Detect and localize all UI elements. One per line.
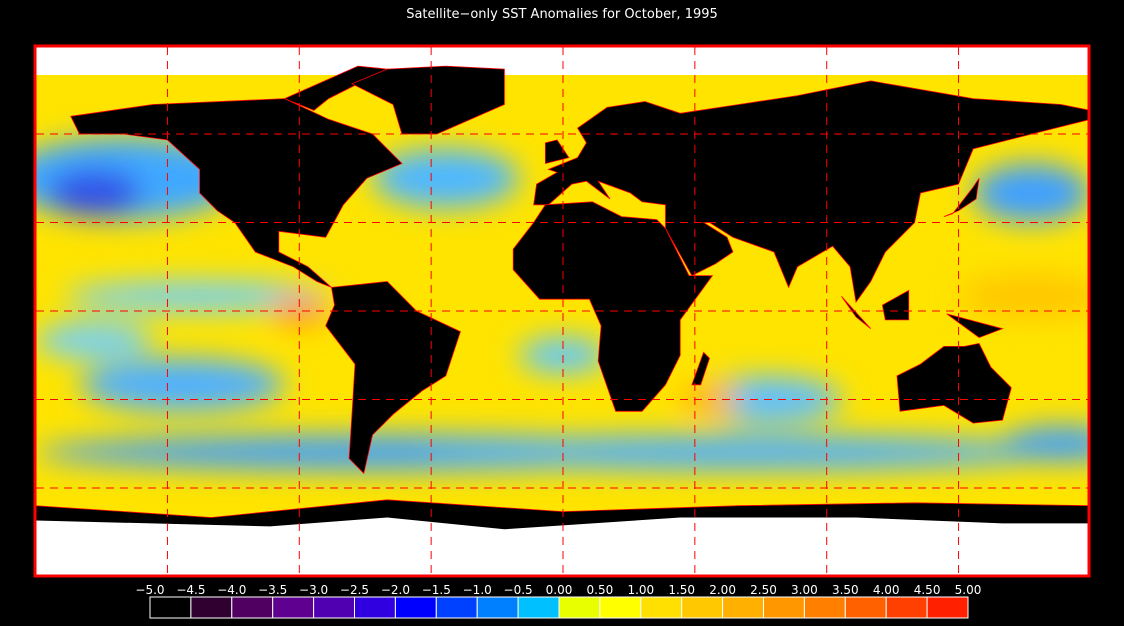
map-area xyxy=(36,47,1088,575)
land-mass xyxy=(351,65,505,135)
colorbar-label: −4.5 xyxy=(176,583,205,597)
colorbar-label: −2.0 xyxy=(381,583,410,597)
colorbar-swatch xyxy=(149,596,192,619)
colorbar-label: 4.50 xyxy=(914,583,941,597)
anomaly-patch xyxy=(958,272,1088,320)
colorbar-label: −5.0 xyxy=(135,583,164,597)
colorbar: −5.0 −4.5 −4.0 −3.5 −3.0 −2.5 −2.0 −1.5 −1.0 −0.5… xyxy=(135,583,982,619)
colorbar-label: 4.00 xyxy=(873,583,900,597)
colorbar-label: −1.0 xyxy=(463,583,492,597)
colorbar-swatch xyxy=(476,596,519,619)
colorbar-label: −3.0 xyxy=(299,583,328,597)
antarctic-ice xyxy=(36,517,1088,575)
land-mass xyxy=(841,296,871,330)
anomaly-field xyxy=(36,136,1088,471)
anomaly-patch xyxy=(973,163,1088,223)
colorbar-label: 1.00 xyxy=(627,583,654,597)
colorbar-swatch xyxy=(885,596,928,619)
colorbar-swatch xyxy=(313,596,356,619)
colorbar-swatch xyxy=(558,596,601,619)
land-mass xyxy=(896,342,1012,424)
map-frame xyxy=(33,44,1091,578)
colorbar-swatch xyxy=(640,596,683,619)
colorbar-swatch xyxy=(394,596,437,619)
anomaly-patch xyxy=(36,322,153,359)
land-mass xyxy=(691,351,710,386)
land-mass xyxy=(70,98,403,288)
arctic-ice xyxy=(36,47,1088,75)
anomaly-patch xyxy=(372,148,520,208)
colorbar-label: 0.50 xyxy=(587,583,614,597)
colorbar-swatch xyxy=(517,596,560,619)
colorbar-swatch xyxy=(722,596,764,619)
colorbar-swatch xyxy=(599,596,642,619)
colorbar-label: −0.5 xyxy=(504,583,533,597)
land-mass xyxy=(946,313,1004,339)
map-title: Satellite−only SST Anomalies for October… xyxy=(406,7,718,22)
colorbar-label: 1.50 xyxy=(668,583,695,597)
colorbar-label: 0.00 xyxy=(546,583,573,597)
colorbar-swatch xyxy=(803,596,846,619)
colorbar-swatch xyxy=(763,596,805,619)
colorbar-swatch xyxy=(844,596,887,619)
colorbar-label: −4.0 xyxy=(217,583,246,597)
colorbar-label: −3.5 xyxy=(258,583,287,597)
land-mass xyxy=(512,201,714,412)
land-mass xyxy=(533,80,1088,304)
colorbar-swatch xyxy=(272,596,315,619)
graticule xyxy=(36,47,1088,575)
colorbar-label: 3.50 xyxy=(832,583,859,597)
anomaly-patch xyxy=(64,281,329,311)
land-mass xyxy=(881,289,910,321)
colorbar-label: 2.50 xyxy=(750,583,777,597)
colorbar-swatch xyxy=(926,596,969,619)
anomaly-patch xyxy=(270,296,329,326)
colorbar-label: 3.00 xyxy=(791,583,818,597)
land-mass xyxy=(545,139,570,165)
colorbar-swatch xyxy=(190,596,233,619)
land xyxy=(36,47,1088,575)
colorbar-swatch xyxy=(435,596,478,619)
colorbar-swatch xyxy=(681,596,724,619)
colorbar-swatch xyxy=(354,596,396,619)
anomaly-patch xyxy=(1002,426,1088,462)
colorbar-label: 5.00 xyxy=(955,583,982,597)
anomaly-patch xyxy=(79,358,285,412)
colorbar-label: 2.00 xyxy=(709,583,736,597)
anomaly-patch xyxy=(416,434,1062,471)
colorbar-swatch xyxy=(231,596,274,619)
land-mass xyxy=(943,178,980,217)
colorbar-label: −2.5 xyxy=(340,583,369,597)
anomaly-patch xyxy=(47,169,142,217)
colorbar-label: −1.5 xyxy=(422,583,451,597)
